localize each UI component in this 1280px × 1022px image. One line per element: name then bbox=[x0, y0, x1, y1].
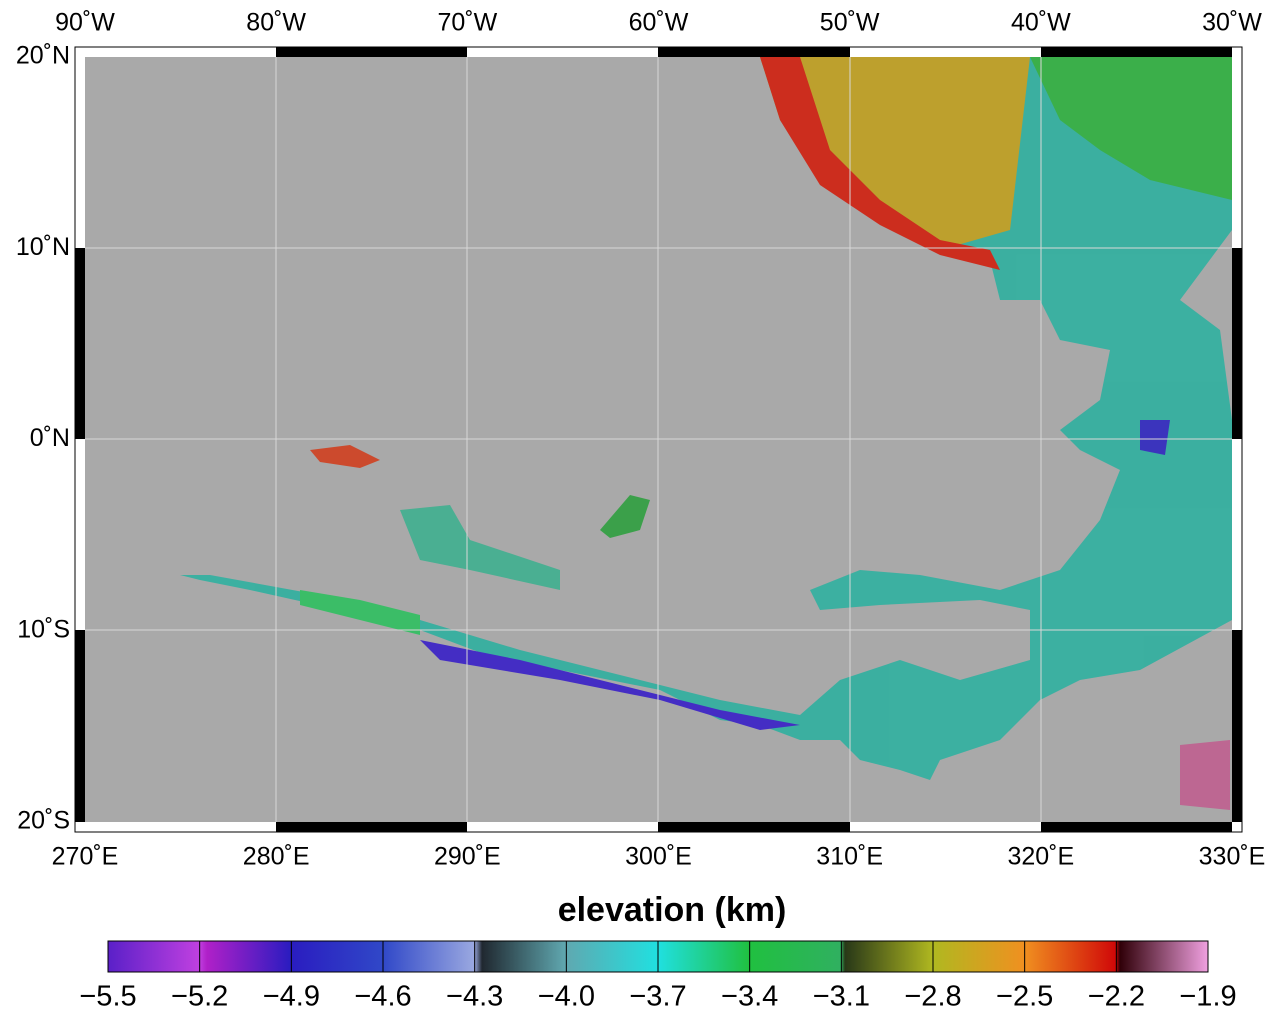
latitude-label: 20˚N bbox=[16, 42, 70, 70]
colorbar-title: elevation (km) bbox=[558, 891, 787, 929]
colorbar-tick-label: −5.5 bbox=[79, 981, 136, 1013]
top-longitude-label: 30˚W bbox=[1202, 9, 1262, 37]
top-longitude-label: 50˚W bbox=[820, 9, 880, 37]
elevation-overlay bbox=[180, 57, 1232, 810]
latitude-label: 20˚S bbox=[17, 807, 70, 835]
colorbar-tick-label: −3.1 bbox=[813, 981, 870, 1013]
top-longitude-label: 80˚W bbox=[246, 9, 306, 37]
colorbar-tick-label: −2.2 bbox=[1088, 981, 1145, 1013]
colorbar-tick-label: −2.8 bbox=[904, 981, 961, 1013]
bottom-longitude-label: 310˚E bbox=[816, 843, 883, 871]
colorbar-tick-label: −3.4 bbox=[721, 981, 778, 1013]
bottom-longitude-label: 330˚E bbox=[1199, 843, 1266, 871]
bottom-longitude-label: 320˚E bbox=[1007, 843, 1074, 871]
latitude-label: 10˚S bbox=[17, 615, 70, 643]
top-longitude-label: 90˚W bbox=[55, 9, 115, 37]
colorbar-tick-label: −5.2 bbox=[171, 981, 228, 1013]
colorbar-tick-label: −3.7 bbox=[629, 981, 686, 1013]
top-longitude-label: 60˚W bbox=[629, 9, 689, 37]
colorbar-tick-label: −4.3 bbox=[446, 981, 503, 1013]
bottom-longitude-label: 300˚E bbox=[625, 843, 692, 871]
colorbar-tick-label: −4.0 bbox=[538, 981, 595, 1013]
latitude-label: 10˚N bbox=[16, 233, 70, 261]
bottom-longitude-label: 290˚E bbox=[434, 843, 501, 871]
colorbar-tick-label: −2.5 bbox=[996, 981, 1053, 1013]
colorbar-tick-label: −1.9 bbox=[1179, 981, 1236, 1013]
colorbar-tick-label: −4.9 bbox=[263, 981, 320, 1013]
bottom-longitude-label: 270˚E bbox=[52, 843, 119, 871]
latitude-label: 0˚N bbox=[30, 424, 70, 452]
bottom-longitude-label: 280˚E bbox=[243, 843, 310, 871]
graticule bbox=[85, 57, 1232, 822]
top-longitude-label: 70˚W bbox=[437, 9, 497, 37]
frame-bars bbox=[75, 47, 1242, 832]
colorbar-tick-label: −4.6 bbox=[354, 981, 411, 1013]
top-longitude-label: 40˚W bbox=[1011, 9, 1071, 37]
